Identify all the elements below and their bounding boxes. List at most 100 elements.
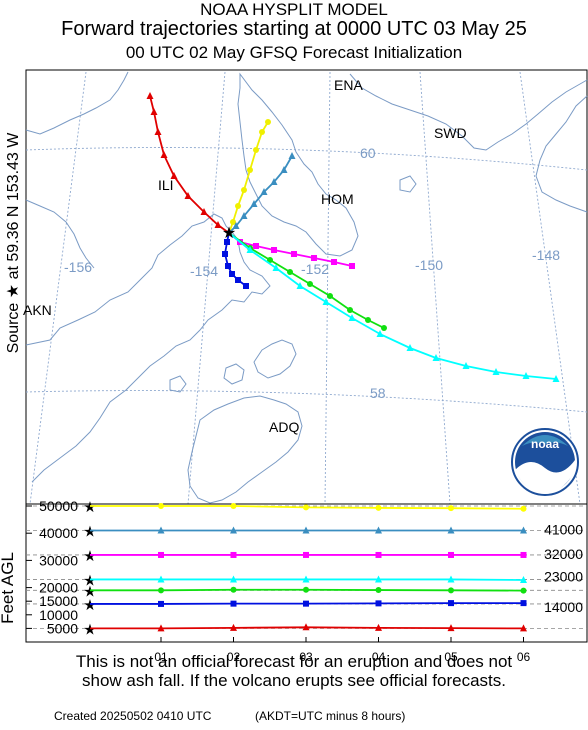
map-trajectory-point: [235, 277, 241, 283]
map-trajectory-point: [376, 330, 384, 337]
height-series-point: [302, 575, 310, 583]
place-label-hom: HOM: [321, 191, 354, 207]
height-source-stars: ★★★★★★★: [83, 499, 96, 638]
height-tick-label: 30000: [39, 552, 78, 568]
timezone-note: (AKDT=UTC minus 8 hours): [255, 709, 406, 723]
height-axis-label: Feet AGL: [0, 552, 17, 624]
height-right-label: 41000: [544, 521, 583, 537]
height-gridlines: [26, 505, 587, 629]
height-tick-label: 50000: [39, 498, 78, 514]
height-series-point: [158, 551, 164, 558]
map-trajectory-point: [271, 247, 277, 253]
height-series-point: [375, 623, 382, 631]
map-trajectory-point: [406, 344, 414, 351]
map-trajectory-point: [240, 212, 248, 219]
title-line-2: Forward trajectories starting at 0000 UT…: [61, 18, 527, 40]
lon-label-156: -156: [64, 259, 92, 275]
title-line-3: 00 UTC 02 May GFSQ Forecast Initializati…: [125, 43, 463, 62]
map-trajectory-point: [230, 219, 236, 225]
height-series-point: [447, 575, 455, 583]
time-tick-label: 01: [154, 650, 168, 664]
height-series-point: [158, 503, 164, 509]
height-series-point: [157, 624, 165, 632]
height-tick-label: 5000: [47, 620, 78, 636]
map-trajectory-point: [170, 172, 178, 179]
map-trajectory-point: [349, 263, 355, 269]
lon-gridline-156: [29, 71, 87, 505]
time-tick-label: 06: [517, 650, 531, 664]
height-series-point: [520, 575, 527, 583]
height-series-point: [520, 505, 527, 512]
lon-label-150: -150: [415, 257, 443, 273]
height-series-point: [520, 526, 527, 534]
noaa-logo-text: noaa: [531, 437, 559, 451]
map-panel: -156 -154 -152 -150 -148 60 58 ENA SWD I…: [23, 71, 588, 505]
time-tick-label: 03: [299, 650, 313, 664]
map-trajectory-point: [214, 221, 222, 228]
map-trajectory-point: [288, 152, 296, 159]
map-trajectory-point: [160, 151, 168, 158]
height-series-point: [230, 575, 237, 583]
height-series-point: [448, 505, 454, 512]
height-source-star-icon: ★: [83, 548, 96, 565]
place-label-adq: ADQ: [269, 419, 299, 435]
map-trajectory-point: [331, 259, 337, 265]
height-source-star-icon: ★: [83, 621, 96, 638]
map-trajectory-point: [272, 264, 280, 271]
height-series-point: [448, 600, 454, 607]
lon-label-152: -152: [301, 261, 329, 277]
map-trajectory-point: [311, 255, 317, 261]
map-trajectory-point: [462, 362, 470, 369]
height-series: [90, 503, 527, 632]
map-trajectory-point: [184, 192, 192, 199]
height-series-point: [158, 587, 164, 594]
disclaimer-line-1: This is not an official forecast for an …: [75, 652, 513, 671]
map-trajectory-point: [522, 372, 530, 379]
height-series-point: [520, 551, 527, 558]
disclaimer-line-2: show ash fall. If the volcano erupts see…: [82, 671, 506, 690]
time-tick-label: 02: [227, 650, 241, 664]
map-trajectory-point: [291, 251, 297, 257]
height-series-point: [448, 587, 454, 594]
height-right-label: 32000: [544, 546, 583, 562]
height-series-point: [302, 526, 310, 534]
lon-label-154: -154: [190, 263, 218, 279]
place-label-ili: ILI: [158, 177, 174, 193]
height-series-point: [375, 526, 382, 534]
map-trajectory-point: [347, 307, 353, 313]
map-trajectory-point: [241, 187, 247, 193]
height-series-point: [230, 503, 237, 509]
map-trajectory-point: [146, 92, 154, 99]
map-trajectory-point: [365, 317, 371, 323]
height-tick-label: 40000: [39, 525, 78, 541]
time-tick-label: 05: [444, 650, 458, 664]
map-trajectory-point: [270, 178, 278, 185]
height-series-point: [303, 551, 309, 558]
height-series-point: [303, 586, 309, 593]
height-series-point: [230, 526, 237, 534]
map-trajectory-point: [253, 243, 259, 249]
trajectory-lines: [146, 92, 560, 382]
map-trajectory-point: [492, 368, 500, 375]
height-frame: [25, 503, 588, 643]
height-source-star-icon: ★: [83, 523, 96, 540]
height-source-star-icon: ★: [83, 597, 96, 614]
height-series-point: [448, 551, 454, 558]
map-trajectory-point: [260, 188, 268, 195]
height-right-label: 14000: [544, 599, 583, 615]
height-source-star-icon: ★: [83, 499, 96, 516]
height-series-point: [375, 587, 382, 594]
height-series-point: [375, 551, 382, 558]
map-trajectory-point: [307, 281, 313, 287]
height-right-labels: 41000 32000 23000 14000: [544, 521, 583, 614]
map-trajectory-5: [228, 232, 557, 380]
height-series-point: [230, 623, 237, 631]
map-trajectory-point: [552, 375, 560, 382]
map-trajectory-point: [235, 203, 241, 209]
map-trajectory-point: [246, 246, 254, 253]
disclaimer: This is not an official forecast for an …: [0, 652, 588, 690]
lat-gridline-60: [25, 147, 588, 171]
height-series-point: [520, 600, 527, 607]
place-label-ena: ENA: [334, 77, 363, 93]
map-trajectory-point: [243, 283, 249, 289]
